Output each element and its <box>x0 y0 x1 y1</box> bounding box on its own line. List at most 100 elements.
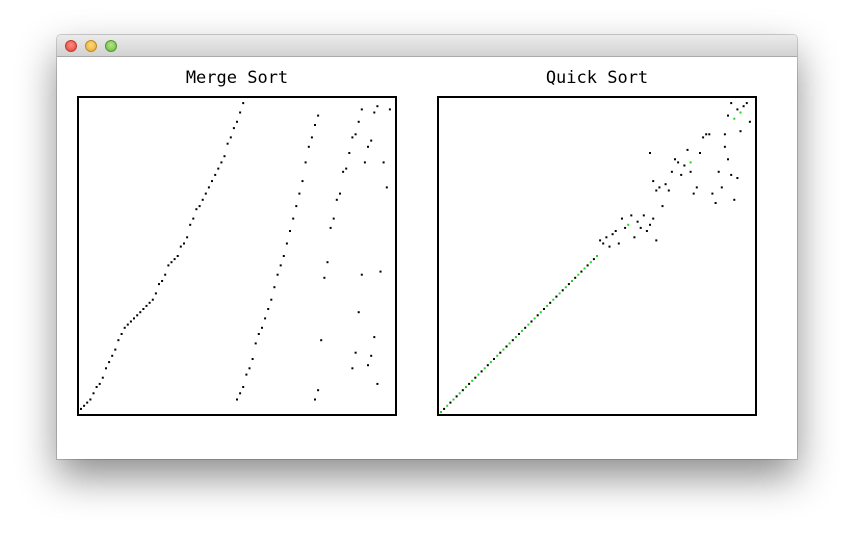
data-point <box>276 273 279 276</box>
data-point <box>689 170 692 173</box>
data-point <box>151 298 154 301</box>
data-point <box>748 120 751 123</box>
data-point <box>139 311 142 314</box>
data-point <box>310 136 313 139</box>
data-point <box>179 245 182 248</box>
data-point <box>295 205 298 208</box>
data-point <box>332 217 335 220</box>
data-point <box>658 186 661 189</box>
sorted-point <box>446 404 449 407</box>
sorted-point <box>577 273 580 276</box>
sorted-point <box>533 317 536 320</box>
data-point <box>292 217 295 220</box>
data-point <box>376 382 379 385</box>
data-point <box>114 348 117 351</box>
data-point <box>379 270 382 273</box>
data-point <box>236 398 238 401</box>
data-point <box>561 289 564 292</box>
data-point <box>314 124 316 126</box>
data-point <box>360 108 363 111</box>
data-point <box>236 120 238 123</box>
data-point <box>342 170 345 173</box>
data-point <box>723 133 726 136</box>
data-point <box>248 367 251 370</box>
data-point <box>239 392 242 395</box>
sorted-point <box>739 111 742 114</box>
data-point <box>536 314 539 317</box>
data-point <box>285 242 288 245</box>
data-point <box>83 404 86 407</box>
sorted-point <box>508 342 511 345</box>
data-point <box>655 189 658 192</box>
data-point <box>354 133 357 136</box>
merge-sort-scatter <box>80 102 391 410</box>
data-point <box>543 308 545 310</box>
quick-sort-title: Quick Sort <box>545 68 649 88</box>
data-point <box>624 226 627 229</box>
data-point <box>714 202 717 204</box>
data-point <box>655 239 658 242</box>
data-point <box>282 255 285 257</box>
sorted-point <box>571 280 573 282</box>
sorted-point <box>627 223 630 226</box>
data-point <box>614 230 617 232</box>
quick-sort-plot <box>437 96 757 416</box>
data-point <box>505 345 508 348</box>
sorted-point <box>471 379 474 382</box>
data-point <box>652 217 655 220</box>
zoom-icon[interactable] <box>105 40 117 52</box>
data-point <box>117 339 120 342</box>
data-point <box>170 261 173 264</box>
data-point <box>223 155 226 158</box>
sorted-point <box>483 367 486 370</box>
data-point <box>639 226 642 229</box>
data-point <box>320 339 323 342</box>
close-icon[interactable] <box>65 40 77 52</box>
minimize-icon[interactable] <box>85 40 97 52</box>
data-point <box>642 214 645 217</box>
data-point <box>574 276 577 279</box>
data-point <box>695 186 698 189</box>
sorted-point <box>527 323 530 326</box>
data-point <box>245 373 248 376</box>
data-point <box>630 214 633 217</box>
data-point <box>339 192 341 195</box>
data-point <box>611 233 614 236</box>
data-point <box>736 108 739 111</box>
data-point <box>602 242 605 245</box>
data-point <box>242 102 245 105</box>
data-point <box>486 364 489 367</box>
data-point <box>126 323 129 326</box>
data-point <box>242 386 245 388</box>
data-point <box>621 217 623 220</box>
sorted-point <box>465 386 467 388</box>
data-point <box>443 407 446 410</box>
data-point <box>261 326 263 329</box>
data-point <box>686 148 689 151</box>
data-point <box>727 114 729 117</box>
data-point <box>198 205 201 208</box>
data-point <box>323 276 326 279</box>
sorted-point <box>521 329 524 332</box>
data-point <box>345 167 348 170</box>
data-point <box>120 333 123 335</box>
data-point <box>229 136 232 139</box>
data-point <box>699 152 701 154</box>
data-point <box>101 376 104 379</box>
data-point <box>95 386 98 388</box>
data-point <box>351 136 354 139</box>
data-point <box>373 336 376 339</box>
data-point <box>549 301 552 304</box>
data-point <box>730 173 733 176</box>
data-point <box>314 398 316 401</box>
data-point <box>708 133 711 136</box>
data-point <box>376 105 379 108</box>
data-point <box>633 236 636 239</box>
data-point <box>186 236 189 239</box>
title-bar[interactable] <box>57 35 797 57</box>
data-point <box>474 376 477 379</box>
data-point <box>645 230 648 232</box>
data-point <box>664 183 667 186</box>
data-point <box>192 217 195 220</box>
data-point <box>154 292 157 295</box>
